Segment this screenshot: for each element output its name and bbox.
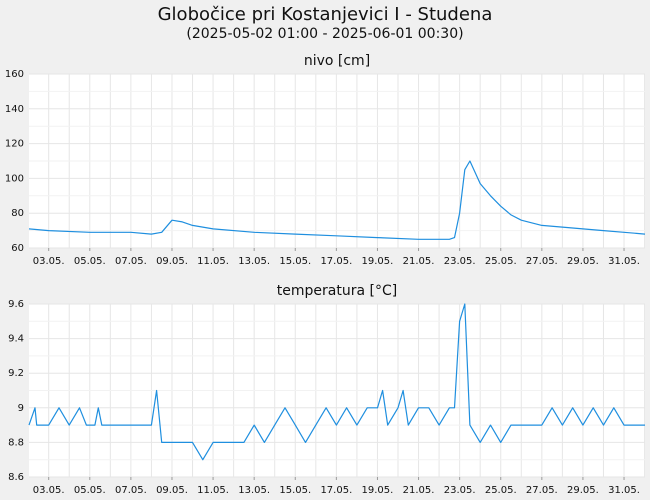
x-tick-label: 11.05. (197, 256, 229, 267)
x-tick-label: 25.05. (485, 485, 517, 496)
x-tick-label: 25.05. (485, 256, 517, 267)
x-tick-label: 15.05. (279, 256, 311, 267)
page-subtitle: (2025-05-02 01:00 - 2025-06-01 00:30) (186, 26, 464, 42)
y-tick-label: 80 (11, 208, 24, 219)
y-tick-label: 9.4 (8, 334, 24, 345)
x-tick-label: 17.05. (320, 256, 352, 267)
x-tick-label: 05.05. (74, 256, 106, 267)
x-tick-label: 05.05. (74, 485, 106, 496)
x-tick-label: 13.05. (238, 485, 270, 496)
x-tick-label: 23.05. (444, 485, 476, 496)
y-tick-label: 160 (5, 69, 24, 80)
level-chart-panel: nivo [cm] 60 80 100 120 140 160 03.05. 05.05. 07.… (5, 53, 646, 267)
x-tick-label: 09.05. (156, 485, 188, 496)
x-tick-label: 07.05. (115, 256, 147, 267)
y-tick-label: 9 (18, 403, 24, 414)
x-tick-label: 23.05. (444, 256, 476, 267)
x-tick-label: 15.05. (279, 485, 311, 496)
y-tick-label: 60 (11, 243, 24, 254)
x-tick-label: 09.05. (156, 256, 188, 267)
temperature-series-line (28, 303, 645, 461)
x-tick-label: 17.05. (320, 485, 352, 496)
x-tick-label: 11.05. (197, 485, 229, 496)
x-tick-label: 13.05. (238, 256, 270, 267)
y-tick-label: 140 (5, 104, 24, 115)
x-tick-label: 29.05. (567, 485, 599, 496)
panel-title: temperatura [°C] (277, 283, 397, 299)
level-series-line (28, 160, 646, 240)
x-tick-label: 21.05. (403, 485, 435, 496)
y-tick-label: 120 (5, 139, 24, 150)
y-tick-label: 9.2 (8, 368, 24, 379)
x-tick-label: 03.05. (33, 485, 65, 496)
y-tick-label: 8.8 (8, 437, 24, 448)
x-tick-label: 19.05. (362, 485, 394, 496)
x-tick-label: 27.05. (526, 256, 558, 267)
y-tick-label: 9.6 (8, 299, 24, 310)
x-tick-label: 31.05. (608, 256, 640, 267)
x-tick-label: 03.05. (33, 256, 65, 267)
x-tick-label: 19.05. (362, 256, 394, 267)
y-tick-label: 100 (5, 173, 24, 184)
y-tick-label: 8.6 (8, 472, 24, 483)
page-title: Globočice pri Kostanjevici I - Studena (157, 4, 493, 25)
temperature-chart-panel: temperatura [°C] 8.6 8.8 9 9.2 9.4 9.6 03.05. 05… (8, 283, 646, 496)
x-tick-label: 27.05. (526, 485, 558, 496)
x-tick-label: 31.05. (608, 485, 640, 496)
x-tick-label: 21.05. (403, 256, 435, 267)
x-tick-label: 29.05. (567, 256, 599, 267)
panel-title: nivo [cm] (304, 53, 370, 69)
x-tick-label: 07.05. (115, 485, 147, 496)
